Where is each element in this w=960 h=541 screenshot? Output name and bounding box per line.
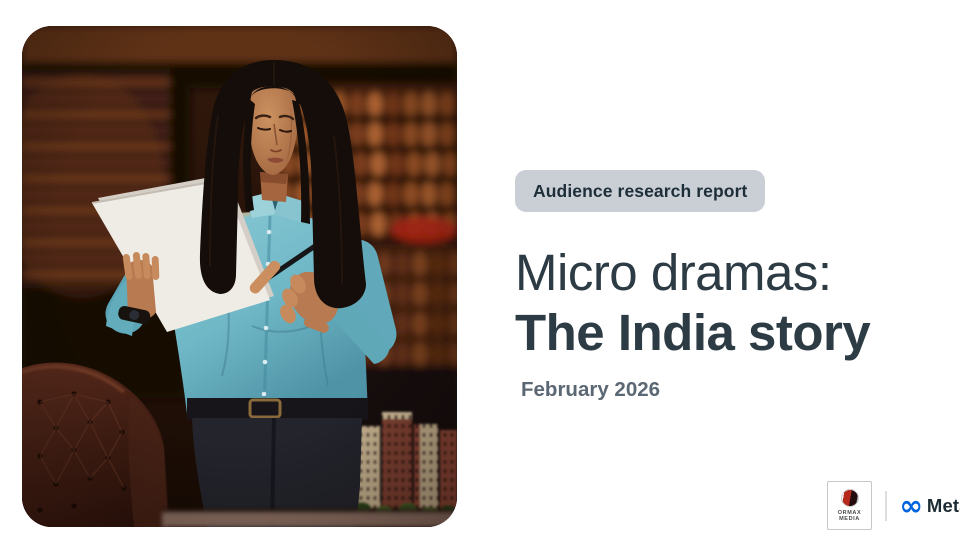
title-line-1: Micro dramas: [515,244,832,301]
cover-content: Audience research report Micro dramas: T… [515,170,945,402]
ormax-logo-line1: ORMAX [837,509,862,516]
report-date: February 2026 [521,378,661,401]
ormax-logo-line2: MEDIA [839,516,860,522]
ormax-logo-text: ORMAX MEDIA [838,510,861,523]
title-line-2: The India story [515,304,871,361]
meta-infinity-icon: ∞ [899,488,923,522]
meta-logo-text: Meta [926,494,960,516]
footer-logos: ORMAX MEDIA ∞ Meta [827,481,960,530]
hero-photo [22,26,457,527]
ormax-media-logo: ORMAX MEDIA [827,481,872,530]
logo-divider [885,490,887,521]
page-title: Micro dramas: The India story [515,243,945,363]
ormax-logo-icon [840,488,859,507]
hero-photo-illustration [22,26,457,527]
report-type-badge: Audience research report [515,170,766,212]
photo-vignette [22,26,457,527]
meta-logo: ∞ Meta [899,488,960,522]
